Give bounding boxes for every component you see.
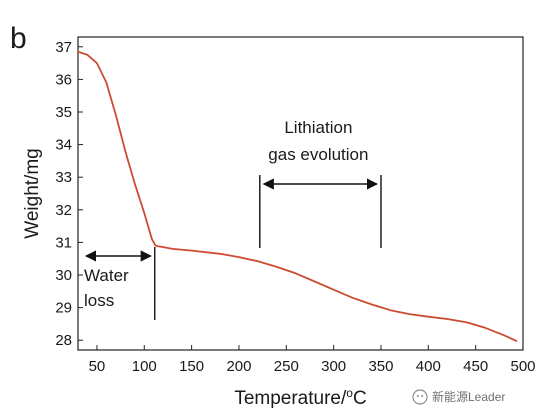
water-loss-label-line-0: Water [84, 266, 129, 285]
x-axis-title-degree: o [346, 386, 353, 400]
water-loss-label-line-1: loss [84, 291, 114, 310]
y-tick-label-28: 28 [55, 332, 72, 349]
series-line-0 [77, 50, 518, 342]
watermark-text: 新能源Leader [432, 389, 505, 404]
y-tick-label-31: 31 [55, 234, 72, 251]
chart-body: 50 100 150 200 250 300 350 400 450 500 28 29 30 31 32 3… [22, 36, 536, 409]
x-tick-label-50: 50 [89, 358, 106, 375]
watermark: 新能源Leader [412, 389, 505, 405]
x-axis-title-unit: C [353, 388, 367, 409]
x-tick-label-300: 300 [321, 358, 346, 375]
y-axis-title: Weight/mg [22, 148, 43, 238]
x-tick-label-350: 350 [368, 358, 393, 375]
x-tick-label-200: 200 [226, 358, 251, 375]
x-tick-label-450: 450 [463, 358, 488, 375]
lithiation-label-line-1: gas evolution [268, 145, 368, 164]
y-tick-label-32: 32 [55, 202, 72, 219]
x-tick-label-100: 100 [132, 358, 157, 375]
y-tick-label-29: 29 [55, 300, 72, 317]
wechat-icon [412, 389, 428, 405]
x-tick-label-500: 500 [510, 358, 535, 375]
y-tick-label-33: 33 [55, 169, 72, 186]
y-tick-label-30: 30 [55, 267, 72, 284]
y-tick-label-36: 36 [55, 71, 72, 88]
x-tick-label-250: 250 [274, 358, 299, 375]
x-tick-label-400: 400 [416, 358, 441, 375]
panel-label: b [10, 22, 27, 55]
y-tick-label-35: 35 [55, 104, 72, 121]
y-tick-label-34: 34 [55, 137, 72, 154]
x-axis-title-main: Temperature/ [234, 388, 347, 409]
y-tick-label-37: 37 [55, 39, 72, 56]
lithiation-label-line-0: Lithiation [284, 118, 352, 137]
x-axis-title: Temperature/oC [234, 386, 366, 409]
plot-frame [77, 36, 524, 351]
x-tick-label-150: 150 [179, 358, 204, 375]
